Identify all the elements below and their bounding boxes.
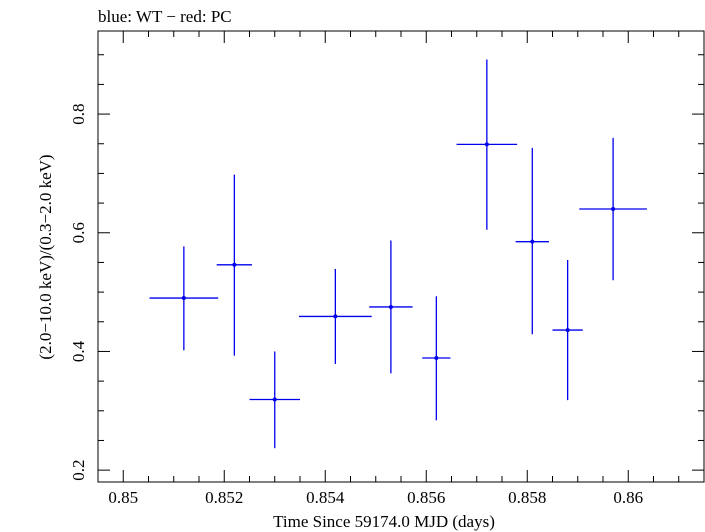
y-tick-label: 0.6 — [69, 222, 88, 243]
data-marks — [149, 59, 647, 449]
point-marker — [181, 296, 186, 301]
data-point — [149, 246, 219, 351]
x-tick-label: 0.86 — [613, 488, 643, 507]
y-axis-label: (2.0−10.0 keV)/(0.3−2.0 keV) — [36, 154, 55, 359]
data-point — [216, 174, 253, 356]
x-tick-label: 0.852 — [205, 488, 243, 507]
chart-title: blue: WT − red: PC — [98, 7, 232, 26]
data-point — [515, 147, 549, 335]
data-point — [249, 351, 300, 449]
x-tick-label: 0.858 — [508, 488, 546, 507]
y-tick-label: 0.2 — [69, 460, 88, 481]
x-tick-label: 0.854 — [306, 488, 345, 507]
data-point — [422, 296, 451, 421]
axis-ticks — [97, 31, 705, 482]
point-marker — [388, 304, 393, 309]
point-marker — [565, 328, 570, 333]
point-marker — [434, 355, 439, 360]
point-marker — [530, 239, 535, 244]
y-tick-label: 0.8 — [69, 103, 88, 124]
x-tick-label: 0.85 — [108, 488, 138, 507]
point-marker — [484, 142, 489, 147]
tick-labels: 0.85 0.852 0.854 0.856 0.858 0.86 0.2 0.4 0.6 0.8 — [69, 103, 643, 507]
x-axis-label: Time Since 59174.0 MJD (days) — [273, 512, 495, 531]
data-point — [579, 137, 647, 281]
y-tick-label: 0.4 — [69, 340, 88, 362]
x-tick-label: 0.856 — [407, 488, 445, 507]
data-point — [456, 59, 518, 230]
point-marker — [333, 314, 338, 319]
data-point — [552, 260, 583, 401]
data-point — [369, 240, 413, 374]
point-marker — [272, 397, 277, 402]
point-marker — [611, 207, 616, 212]
point-marker — [232, 262, 237, 267]
data-point — [298, 268, 372, 364]
